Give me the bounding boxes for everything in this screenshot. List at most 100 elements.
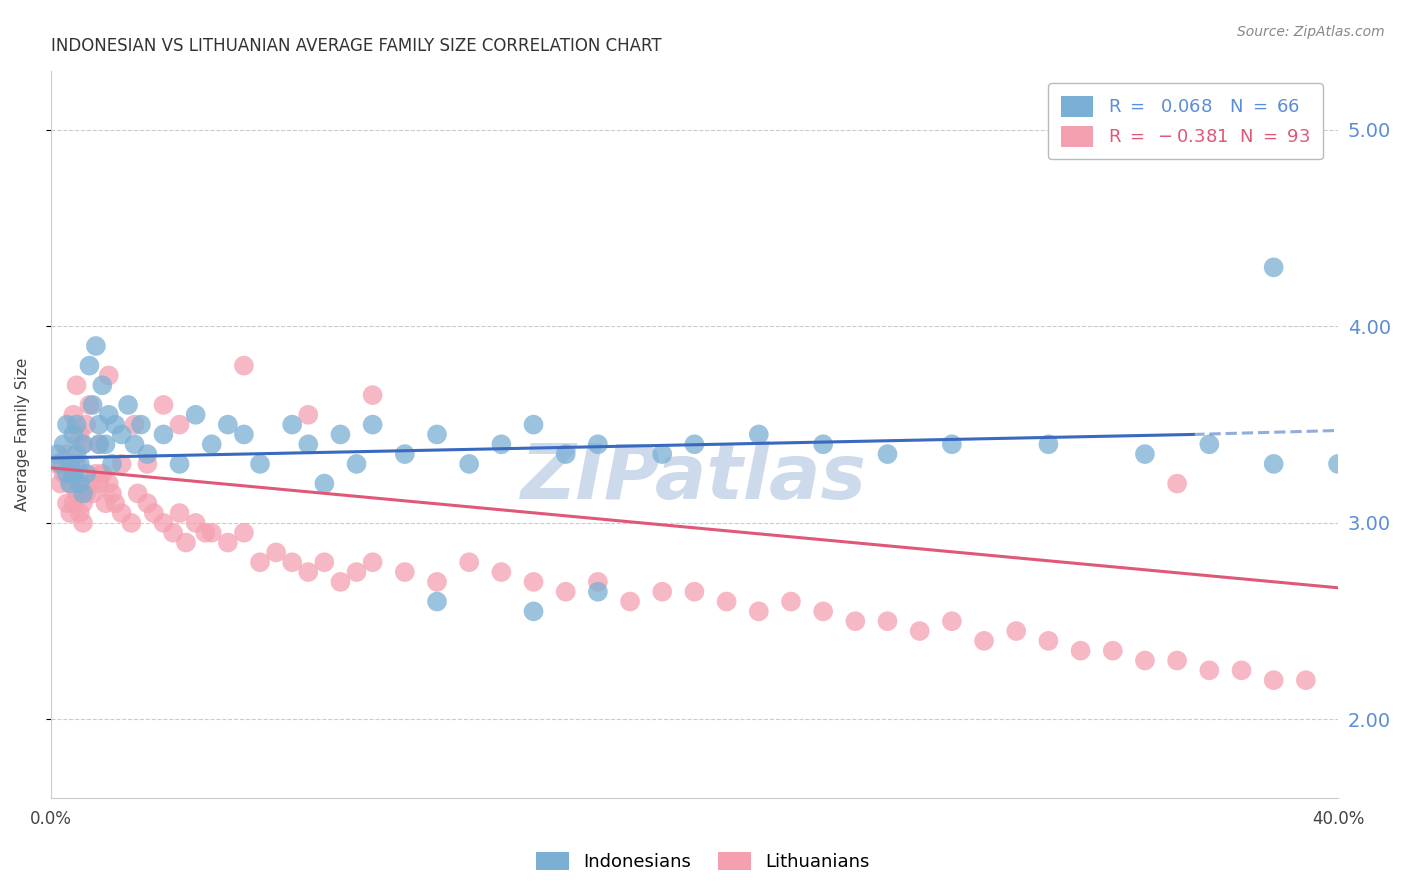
Point — [941, 437, 963, 451]
Point — [87, 437, 110, 451]
Point — [72, 496, 94, 510]
Point — [281, 555, 304, 569]
Point — [361, 555, 384, 569]
Point — [522, 574, 544, 589]
Text: ZIPatlas: ZIPatlas — [522, 441, 868, 515]
Point — [1005, 624, 1028, 638]
Legend: $\mathregular{R\ =\ \ 0.068\ \ \ N\ =\ 66}$, $\mathregular{R\ =\ -0.381\ \ N\ =\: $\mathregular{R\ =\ \ 0.068\ \ \ N\ =\ 6… — [1047, 84, 1323, 160]
Point — [169, 457, 191, 471]
Point — [49, 476, 72, 491]
Point — [426, 574, 449, 589]
Point — [94, 496, 117, 510]
Point — [111, 427, 134, 442]
Point — [72, 437, 94, 451]
Point — [72, 516, 94, 530]
Point — [169, 506, 191, 520]
Point — [426, 594, 449, 608]
Point — [136, 496, 159, 510]
Point — [554, 584, 576, 599]
Point — [136, 447, 159, 461]
Point — [129, 417, 152, 432]
Point — [65, 378, 87, 392]
Point — [249, 457, 271, 471]
Point — [120, 516, 142, 530]
Point — [586, 437, 609, 451]
Point — [1133, 653, 1156, 667]
Point — [184, 408, 207, 422]
Point — [1133, 447, 1156, 461]
Point — [1166, 653, 1188, 667]
Point — [124, 417, 146, 432]
Point — [264, 545, 287, 559]
Point — [329, 574, 352, 589]
Point — [69, 476, 91, 491]
Point — [142, 506, 165, 520]
Point — [811, 604, 834, 618]
Point — [75, 486, 97, 500]
Point — [1263, 457, 1285, 471]
Point — [87, 476, 110, 491]
Point — [101, 486, 124, 500]
Point — [876, 614, 898, 628]
Point — [46, 457, 69, 471]
Point — [79, 476, 101, 491]
Point — [908, 624, 931, 638]
Point — [49, 457, 72, 471]
Point — [297, 437, 319, 451]
Point — [1295, 673, 1317, 688]
Point — [297, 565, 319, 579]
Point — [136, 457, 159, 471]
Point — [941, 614, 963, 628]
Point — [314, 476, 336, 491]
Point — [87, 417, 110, 432]
Point — [683, 437, 706, 451]
Point — [1198, 664, 1220, 678]
Point — [97, 476, 120, 491]
Point — [1327, 457, 1350, 471]
Point — [94, 437, 117, 451]
Point — [184, 516, 207, 530]
Point — [111, 506, 134, 520]
Point — [75, 417, 97, 432]
Point — [97, 368, 120, 383]
Point — [346, 565, 368, 579]
Point — [72, 486, 94, 500]
Point — [426, 427, 449, 442]
Point — [1230, 664, 1253, 678]
Point — [79, 359, 101, 373]
Point — [522, 417, 544, 432]
Point — [59, 476, 82, 491]
Point — [56, 447, 79, 461]
Point — [82, 398, 104, 412]
Point — [104, 417, 127, 432]
Point — [780, 594, 803, 608]
Point — [346, 457, 368, 471]
Point — [152, 398, 174, 412]
Point — [56, 467, 79, 481]
Point — [46, 447, 69, 461]
Point — [62, 408, 84, 422]
Point — [111, 457, 134, 471]
Point — [314, 555, 336, 569]
Point — [52, 437, 75, 451]
Point — [249, 555, 271, 569]
Point — [1038, 633, 1060, 648]
Point — [232, 359, 254, 373]
Point — [69, 476, 91, 491]
Point — [79, 398, 101, 412]
Point — [56, 496, 79, 510]
Point — [152, 427, 174, 442]
Point — [361, 388, 384, 402]
Point — [619, 594, 641, 608]
Point — [232, 427, 254, 442]
Point — [91, 467, 114, 481]
Point — [127, 486, 149, 500]
Point — [297, 408, 319, 422]
Point — [124, 437, 146, 451]
Point — [491, 565, 513, 579]
Point — [62, 467, 84, 481]
Point — [651, 447, 673, 461]
Point — [169, 417, 191, 432]
Point — [194, 525, 217, 540]
Point — [1038, 437, 1060, 451]
